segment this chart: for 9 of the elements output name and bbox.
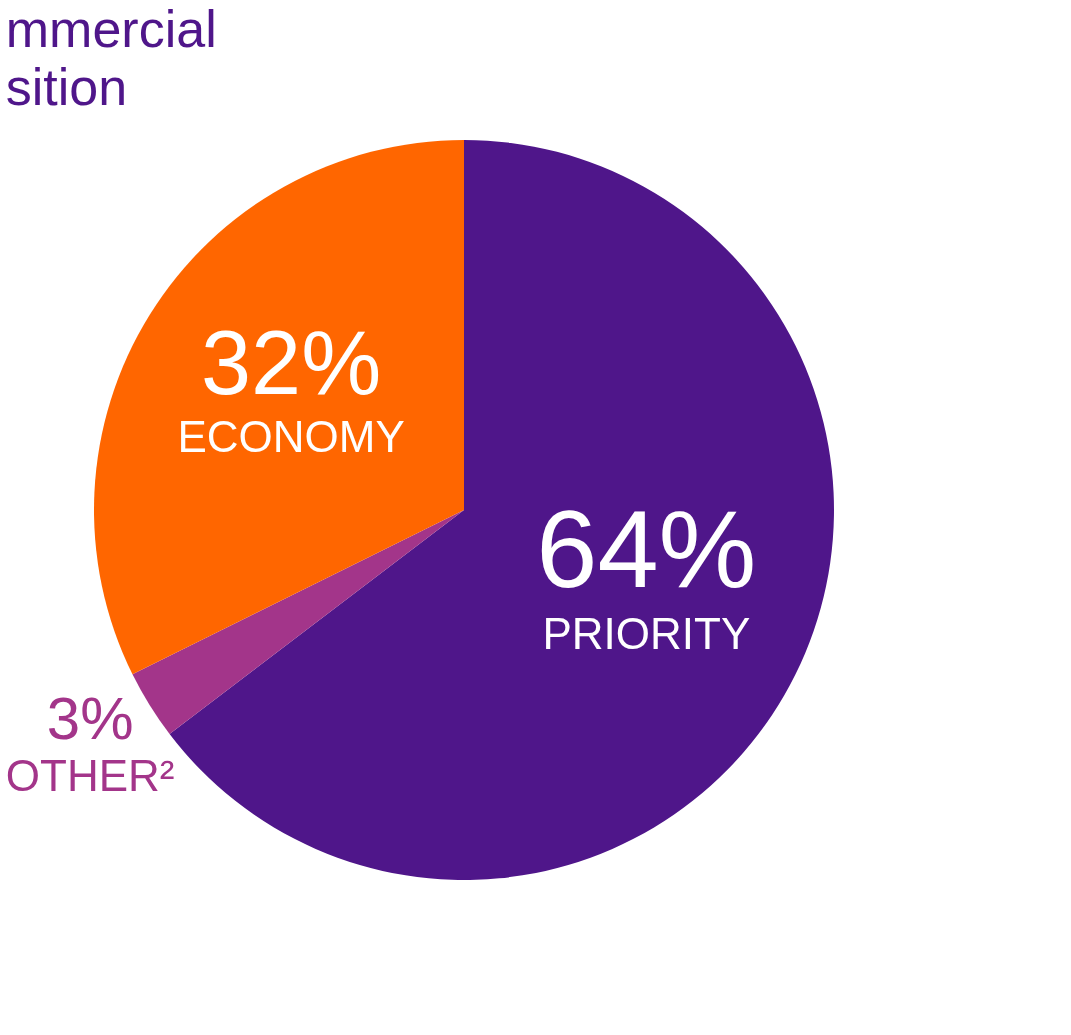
slice-label: PRIORITY (542, 609, 751, 659)
slice-label: OTHER² (5, 750, 175, 800)
pie-slice (94, 140, 464, 675)
chart-title: mmercial sition (5, 0, 217, 116)
data-label: 64% (536, 487, 757, 611)
pie-slice (132, 510, 464, 735)
data-label: 3% (46, 684, 134, 752)
data-label: 32% (201, 312, 382, 413)
slice-label: ECONOMY (177, 411, 405, 461)
